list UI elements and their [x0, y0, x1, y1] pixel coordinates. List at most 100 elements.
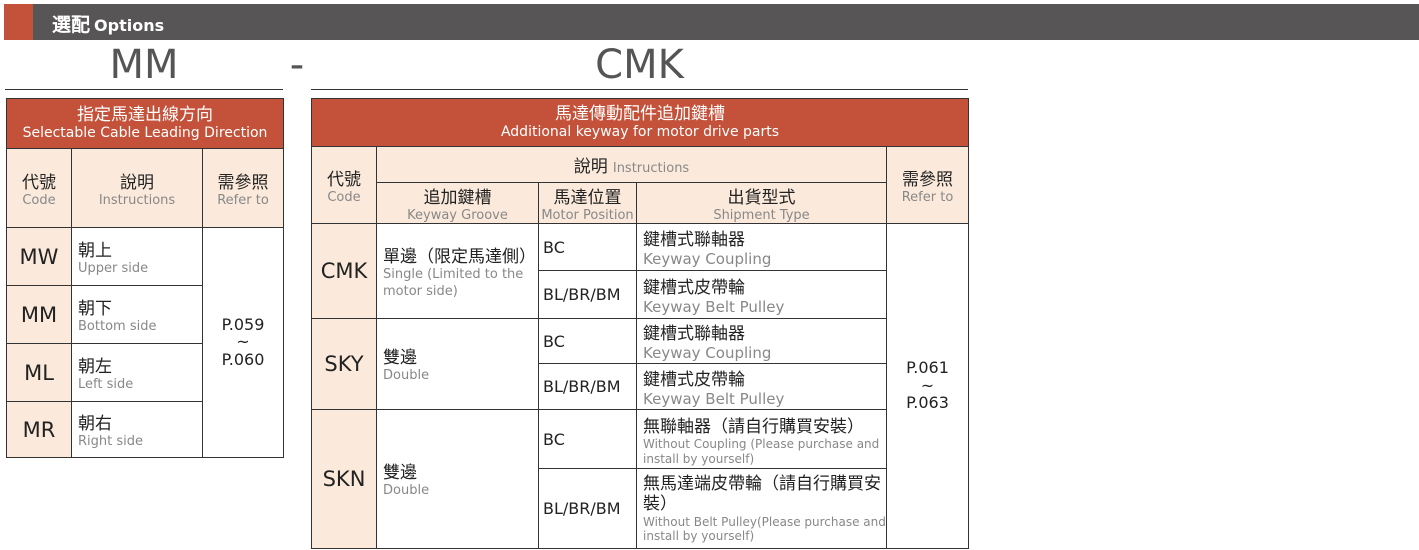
code-cell: MW	[6, 227, 72, 286]
shipment-cell: 鍵槽式聯軸器 Keyway Coupling	[636, 318, 887, 364]
shipment-cell: 鍵槽式聯軸器 Keyway Coupling	[636, 223, 887, 271]
shipment-cell: 鍵槽式皮帶輪 Keyway Belt Pulley	[636, 270, 887, 319]
shipment-cell: 無聯軸器（請自行購買安裝） Without Coupling (Please pu…	[636, 409, 887, 469]
table-row: SKY 雙邊 Double BC 鍵槽式聯軸器 Keyway Coupling	[311, 318, 969, 410]
desc-cell: 朝下 Bottom side	[71, 285, 203, 344]
desc-cell: 朝右 Right side	[71, 401, 203, 458]
header-zh: 追加鍵槽	[423, 188, 492, 208]
shipment-en: Keyway Coupling	[643, 250, 772, 269]
ref-sep: ~	[236, 332, 250, 352]
groove-cell: 單邊（限定馬達側） Single (Limited to the motor si…	[376, 223, 539, 319]
header-groove: 追加鍵槽 Keyway Groove	[376, 182, 539, 224]
position-cell: BC	[538, 409, 637, 469]
code-cell: SKY	[311, 318, 377, 410]
desc-zh: 朝右	[78, 413, 112, 434]
header-shipment: 出貨型式 Shipment Type	[636, 182, 887, 224]
accent-square	[4, 4, 33, 40]
code-cell: ML	[6, 343, 72, 402]
shipment-en: Without Belt Pulley(Please purchase and …	[643, 514, 886, 543]
groove-en: Double	[383, 368, 430, 384]
table-row: MR 朝右 Right side	[6, 401, 284, 458]
dash: -	[289, 42, 305, 88]
table-row: SKN 雙邊 Double BC 無聯軸器（請自行購買安裝） Without Cou…	[311, 409, 969, 549]
header-instructions: 說明 Instructions	[71, 148, 203, 228]
position-cell: BL/BR/BM	[538, 363, 637, 410]
table-row: CMK 單邊（限定馬達側） Single (Limited to the moto…	[311, 223, 969, 549]
section-header: 選配 Options	[4, 4, 1419, 40]
shipment-cell: 無馬達端皮帶輪（請自行購買安裝） Without Belt Pulley(Plea…	[636, 468, 887, 549]
table-row: MW 朝上 Upper side P.059 ~ P.060	[6, 227, 285, 458]
header-instructions: 說明 Instructions	[376, 146, 887, 183]
table-title: 馬達傳動配件追加鍵槽 Additional keyway for motor dr…	[311, 98, 969, 147]
groove-zh: 雙邊	[383, 463, 417, 484]
header-code: 代號 Code	[311, 146, 377, 224]
desc-en: Left side	[78, 376, 134, 392]
header-en: Shipment Type	[713, 208, 810, 223]
header-zh: 代號	[327, 170, 361, 190]
desc-en: Bottom side	[78, 318, 157, 334]
header-en: Refer to	[901, 190, 954, 205]
desc-en: Upper side	[78, 260, 149, 276]
ref-from: P.059	[221, 314, 265, 334]
header-en: Instructions	[98, 193, 176, 208]
groove-cell: 雙邊 Double	[376, 318, 539, 410]
table-row: BL/BR/BM 無馬達端皮帶輪（請自行購買安裝） Without Belt Pu…	[312, 468, 969, 549]
desc-cell: 朝左 Left side	[71, 343, 203, 402]
code-cell: MR	[6, 401, 72, 458]
header-zh: 馬達位置	[553, 188, 622, 208]
header-zh: 出貨型式	[727, 188, 796, 208]
header-position: 馬達位置 Motor Position	[538, 182, 637, 224]
code-cell: SKN	[311, 409, 377, 549]
code-cell: CMK	[311, 223, 377, 319]
section-title: 選配 Options	[52, 10, 164, 37]
desc-zh: 朝下	[78, 298, 112, 319]
header-zh: 說明	[120, 173, 154, 193]
shipment-cell: 鍵槽式皮帶輪 Keyway Belt Pulley	[636, 363, 887, 410]
shipment-zh: 無馬達端皮帶輪（請自行購買安裝）	[643, 473, 881, 515]
refer-cell: P.061 ~ P.063	[886, 223, 969, 549]
code-cell: MM	[6, 285, 72, 344]
ref-from: P.061	[906, 358, 949, 378]
shipment-en: Keyway Belt Pulley	[643, 297, 785, 316]
table-row: ML 朝左 Left side	[6, 343, 284, 402]
divider	[311, 89, 968, 90]
shipment-zh: 無聯軸器（請自行購買安裝）	[643, 417, 864, 438]
left-code: MM	[109, 42, 179, 88]
desc-en: Right side	[78, 433, 143, 449]
groove-zh: 雙邊	[383, 348, 417, 369]
keyway-table: 馬達傳動配件追加鍵槽 Additional keyway for motor dr…	[311, 98, 969, 549]
divider	[5, 89, 283, 90]
shipment-zh: 鍵槽式皮帶輪	[643, 369, 745, 390]
header-code: 代號 Code	[6, 148, 72, 228]
groove-zh: 單邊（限定馬達側）	[383, 247, 536, 268]
header-zh: 需參照	[902, 170, 953, 190]
header-en: Code	[22, 193, 56, 208]
position-cell: BC	[538, 223, 637, 271]
header-en: Instructions	[612, 161, 690, 176]
desc-zh: 朝上	[78, 240, 112, 261]
header-en: Refer to	[217, 193, 269, 208]
title-en: Selectable Cable Leading Direction	[22, 125, 268, 142]
table-row: BL/BR/BM 鍵槽式皮帶輪 Keyway Belt Pulley	[312, 270, 969, 319]
header-zh: 代號	[22, 173, 56, 193]
cable-direction-table: 指定馬達出線方向 Selectable Cable Leading Directi…	[5, 98, 285, 458]
ref-to: P.063	[906, 393, 949, 413]
header-refer: 需參照 Refer to	[201, 148, 285, 228]
refer-cell: P.059 ~ P.060	[201, 227, 285, 458]
title-zh: 馬達傳動配件追加鍵槽	[555, 103, 725, 124]
header-en: Motor Position	[541, 208, 634, 223]
right-code: CMK	[595, 42, 684, 88]
groove-en: Double	[383, 483, 430, 499]
header-en: Keyway Groove	[407, 208, 508, 223]
title-en: Options	[94, 16, 165, 35]
header-en: Code	[327, 190, 361, 205]
desc-zh: 朝左	[78, 356, 112, 377]
position-cell: BC	[538, 318, 637, 364]
title-zh: 指定馬達出線方向	[77, 104, 213, 125]
shipment-zh: 鍵槽式皮帶輪	[643, 277, 745, 298]
table-title: 指定馬達出線方向 Selectable Cable Leading Directi…	[5, 98, 285, 149]
shipment-zh: 鍵槽式聯軸器	[643, 324, 745, 345]
table-row: MM 朝下 Bottom side	[6, 285, 284, 344]
shipment-en: Keyway Belt Pulley	[643, 389, 785, 408]
groove-cell: 雙邊 Double	[376, 409, 539, 549]
